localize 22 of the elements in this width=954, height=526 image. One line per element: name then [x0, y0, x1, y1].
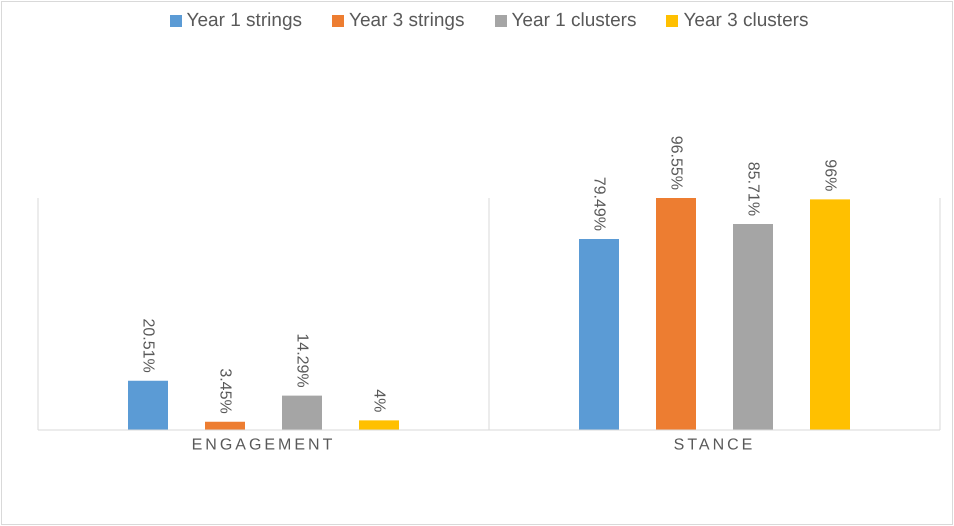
legend-label: Year 3 strings [348, 10, 464, 32]
data-label: 85.71% [744, 162, 762, 216]
data-label: 96% [822, 159, 838, 192]
bar [128, 380, 168, 430]
bar [282, 396, 322, 430]
data-label: 96.55% [668, 136, 684, 190]
data-label: 79.49% [590, 176, 608, 231]
bar [733, 224, 773, 430]
legend-label: Year 1 clusters [510, 10, 636, 32]
bar [579, 238, 619, 430]
bar [656, 198, 696, 430]
bar [359, 420, 399, 430]
legend-label: Year 3 clusters [682, 10, 808, 32]
data-label: 4% [370, 389, 388, 412]
data-label: 14.29% [294, 333, 310, 388]
data-label: 20.51% [140, 318, 156, 373]
data-label: 3.45% [216, 368, 234, 414]
x-tick-label: ENGAGEMENT [192, 436, 336, 454]
legend-label: Year 1 strings [186, 10, 302, 32]
bar [810, 199, 850, 430]
bar [205, 422, 245, 430]
x-tick-label: STANCE [674, 436, 756, 454]
